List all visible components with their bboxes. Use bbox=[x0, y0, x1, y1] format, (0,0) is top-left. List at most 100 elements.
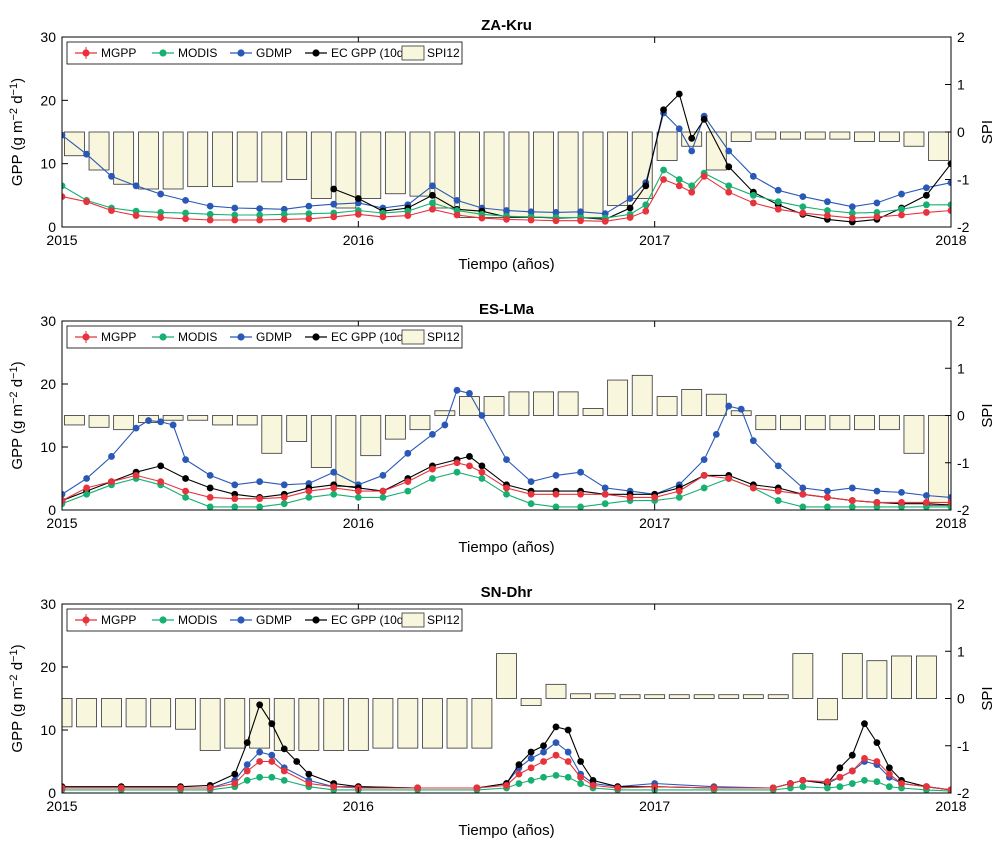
spi-bar bbox=[817, 698, 838, 721]
data-point bbox=[527, 208, 535, 216]
spi-bar bbox=[804, 131, 826, 140]
legend-label: SPI12 bbox=[427, 330, 460, 344]
data-point bbox=[83, 150, 90, 158]
spi-bar bbox=[705, 393, 727, 416]
y-right-tick-label: -1 bbox=[957, 455, 970, 471]
data-point bbox=[453, 386, 461, 394]
data-point bbox=[466, 453, 473, 460]
spi-bar bbox=[767, 694, 789, 699]
data-point bbox=[231, 216, 239, 224]
legend-label: SPI12 bbox=[427, 613, 460, 627]
spi-bar bbox=[582, 408, 604, 416]
spi-bar bbox=[533, 391, 554, 416]
legend-box bbox=[66, 608, 463, 632]
data-point bbox=[626, 195, 634, 202]
data-point bbox=[601, 490, 609, 498]
panel-title: ZA-Kru bbox=[481, 17, 532, 34]
spi-bar bbox=[409, 131, 431, 197]
data-point bbox=[725, 182, 733, 190]
spi-bar bbox=[804, 415, 826, 431]
spi-bar bbox=[594, 693, 616, 699]
y-tick-label: 30 bbox=[40, 596, 56, 612]
data-point bbox=[182, 456, 189, 463]
data-point bbox=[62, 784, 66, 792]
data-point bbox=[947, 207, 951, 214]
data-point bbox=[231, 481, 239, 489]
data-point bbox=[527, 764, 535, 772]
data-point bbox=[873, 199, 881, 207]
data-point bbox=[354, 210, 362, 218]
data-point bbox=[268, 758, 276, 765]
data-point bbox=[660, 166, 667, 174]
spi-bar bbox=[138, 131, 159, 190]
y-right-axis-label: SPI bbox=[979, 403, 996, 427]
data-point bbox=[429, 182, 436, 190]
data-point bbox=[429, 475, 436, 482]
data-point bbox=[552, 503, 560, 510]
data-point bbox=[700, 471, 708, 479]
data-point bbox=[169, 421, 177, 429]
data-point bbox=[280, 481, 288, 489]
spi-bar bbox=[668, 694, 690, 699]
data-point bbox=[786, 780, 794, 787]
data-point bbox=[453, 197, 461, 204]
data-point bbox=[206, 503, 214, 510]
data-point bbox=[62, 131, 66, 139]
data-point bbox=[614, 784, 622, 792]
spi-bar bbox=[520, 698, 542, 706]
data-point bbox=[552, 771, 560, 779]
spi-bar bbox=[742, 694, 764, 699]
data-point bbox=[642, 201, 650, 209]
x-tick-label: 2017 bbox=[639, 515, 670, 531]
data-point bbox=[749, 172, 757, 180]
data-point bbox=[947, 494, 951, 501]
spi-bar bbox=[755, 131, 777, 140]
legend-label: MGPP bbox=[101, 613, 136, 627]
y-right-axis-label: SPI bbox=[979, 120, 996, 144]
data-point bbox=[256, 701, 264, 709]
x-axis-label: Tiempo (años) bbox=[458, 256, 554, 273]
data-point bbox=[379, 494, 387, 501]
legend-swatch bbox=[401, 45, 425, 61]
data-point bbox=[256, 211, 264, 219]
data-point bbox=[540, 748, 547, 756]
data-point bbox=[848, 209, 856, 217]
data-point bbox=[466, 390, 473, 397]
data-point bbox=[799, 484, 807, 492]
data-point bbox=[157, 214, 165, 221]
data-point bbox=[737, 405, 745, 413]
data-point bbox=[280, 767, 288, 775]
legend-marker bbox=[159, 616, 167, 624]
data-point bbox=[885, 783, 893, 791]
data-point bbox=[243, 739, 251, 746]
spi-bar bbox=[298, 698, 320, 751]
data-point bbox=[404, 449, 412, 457]
data-point bbox=[700, 456, 708, 463]
data-point bbox=[749, 191, 757, 199]
data-point bbox=[799, 503, 807, 510]
spi-bar bbox=[557, 131, 579, 218]
data-point bbox=[429, 205, 436, 213]
y-right-axis-label: SPI bbox=[979, 686, 996, 710]
spi-bars bbox=[64, 374, 949, 506]
data-point bbox=[626, 494, 634, 501]
data-point bbox=[206, 784, 214, 792]
data-point bbox=[145, 417, 152, 424]
data-point bbox=[108, 478, 115, 486]
data-point bbox=[478, 475, 486, 482]
data-point bbox=[577, 503, 584, 510]
data-point bbox=[577, 208, 584, 216]
data-point bbox=[503, 207, 510, 214]
data-point bbox=[305, 494, 313, 501]
y-tick-label: 20 bbox=[40, 376, 56, 392]
y-tick-label: 0 bbox=[48, 785, 56, 801]
spi-bar bbox=[483, 396, 505, 416]
data-point bbox=[601, 217, 609, 225]
data-point bbox=[453, 211, 461, 219]
data-point bbox=[885, 770, 893, 778]
data-point bbox=[441, 421, 449, 429]
spi-bar bbox=[310, 415, 332, 468]
data-point bbox=[478, 214, 486, 222]
y-tick-label: 20 bbox=[40, 659, 56, 675]
data-point bbox=[231, 211, 239, 219]
